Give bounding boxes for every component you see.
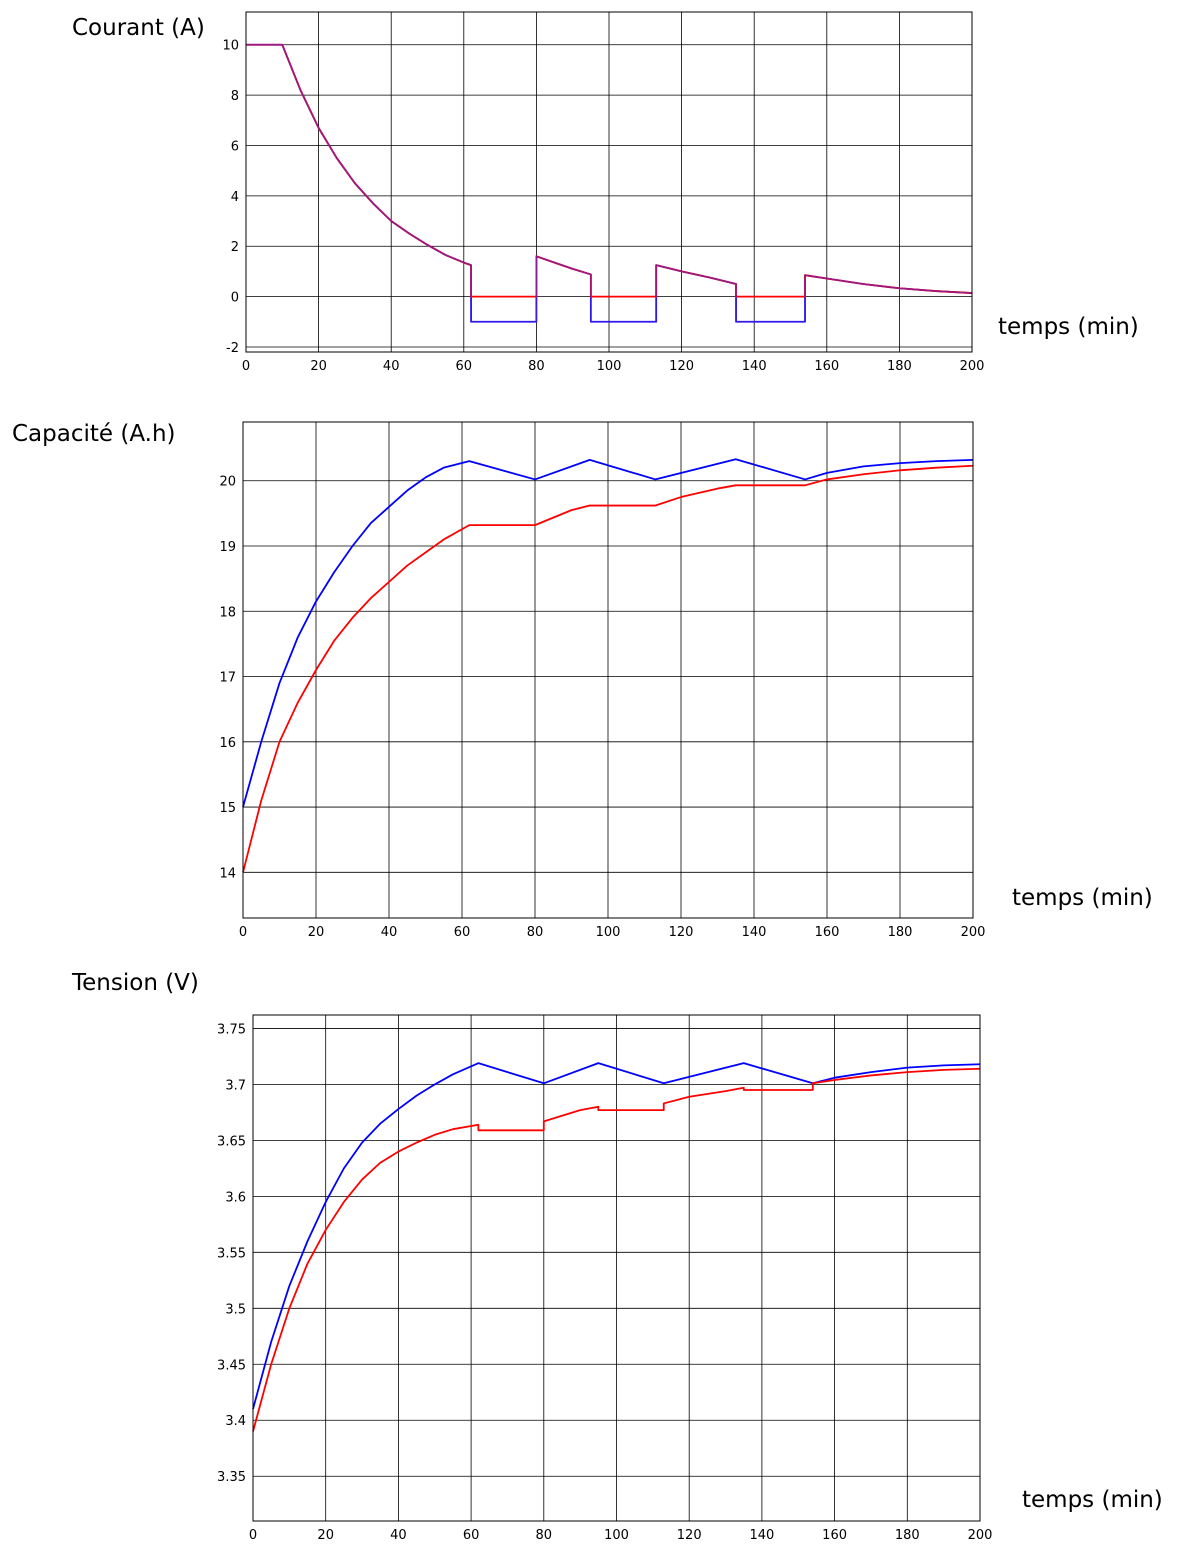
current-chart-xtick-label: 60 [456, 359, 473, 374]
voltage-chart-xtick-label: 80 [536, 1528, 553, 1543]
voltage-chart-ytick-label: 3.75 [217, 1022, 246, 1037]
voltage-chart-ytick-label: 3.5 [225, 1302, 246, 1317]
capacity-chart-xtick-label: 160 [815, 925, 840, 940]
current-chart-ytick-label: 2 [231, 240, 239, 255]
current-chart-xtick-label: 100 [597, 359, 622, 374]
current-chart-xtick-label: 20 [310, 359, 327, 374]
capacity-chart-frame [242, 421, 974, 919]
voltage-chart-ytick-label: 3.7 [225, 1078, 246, 1093]
current-chart-ytick-label: 4 [231, 190, 239, 205]
capacity-chart-xtick-label: 40 [381, 925, 398, 940]
voltage-chart-xlabel: temps (min) [1022, 1487, 1163, 1513]
voltage-chart-xtick-label: 140 [749, 1528, 774, 1543]
current-chart-xtick-label: 120 [669, 359, 694, 374]
voltage-chart-xtick-label: 60 [463, 1528, 480, 1543]
capacity-chart-xtick-label: 180 [888, 925, 913, 940]
current-chart-xtick-label: 140 [742, 359, 767, 374]
capacity-chart-ytick-label: 19 [219, 540, 236, 555]
voltage-chart-series-red-line [252, 1067, 981, 1432]
voltage-chart-series-blue-line [252, 1062, 981, 1410]
voltage-chart-xtick-label: 40 [390, 1528, 407, 1543]
capacity-chart-ytick-label: 15 [219, 801, 236, 816]
current-chart-xtick-label: 40 [383, 359, 400, 374]
voltage-chart-xtick-label: 120 [677, 1528, 702, 1543]
voltage-chart-ylabel: Tension (V) [71, 970, 199, 996]
capacity-chart-ytick-label: 20 [219, 475, 236, 490]
capacity-chart-series-red-line [242, 464, 974, 873]
capacity-chart-ytick-label: 17 [219, 671, 236, 686]
voltage-chart-xtick-label: 200 [968, 1528, 993, 1543]
capacity-chart-xtick-label: 100 [596, 925, 621, 940]
current-chart-xtick-label: 80 [528, 359, 545, 374]
capacity-chart-plot-area: 0 20 40 60 80 100 120 140 160 180 200 14 15 16 17 18 19 2… [219, 421, 986, 940]
current-chart-ytick-label: 10 [222, 39, 239, 54]
voltage-chart-plot-area: 0 20 40 60 80 100 120 140 160 180 200 3.35 3.4 3.45 3.… [217, 1014, 993, 1543]
capacity-chart-ytick-label: 14 [219, 866, 236, 881]
capacity-chart-ytick-label: 16 [219, 736, 236, 751]
voltage-chart-ytick-label: 3.6 [225, 1190, 246, 1205]
capacity-chart-xtick-label: 140 [742, 925, 767, 940]
voltage-chart-ytick-label: 3.35 [217, 1470, 246, 1485]
voltage-chart-ytick-label: 3.45 [217, 1358, 246, 1373]
voltage-chart-xtick-label: 180 [895, 1528, 920, 1543]
current-chart-ytick-label: -2 [226, 341, 239, 356]
capacity-chart: Capacité (A.h) temps (min) 0 20 40 60 80 100 1… [12, 421, 1153, 940]
voltage-chart-xtick-label: 0 [249, 1528, 257, 1543]
current-chart-frame [245, 11, 973, 353]
current-chart-series-overlap-line [246, 44, 973, 323]
capacity-chart-xtick-label: 60 [454, 925, 471, 940]
capacity-chart-xlabel: temps (min) [1012, 885, 1153, 911]
capacity-chart-ylabel: Capacité (A.h) [12, 421, 176, 447]
current-chart-ytick-label: 6 [231, 139, 239, 154]
capacity-chart-xtick-label: 20 [308, 925, 325, 940]
voltage-chart-ytick-label: 3.65 [217, 1134, 246, 1149]
current-chart-ylabel: Courant (A) [72, 15, 205, 41]
capacity-chart-ytick-label: 18 [219, 605, 236, 620]
current-chart-xtick-label: 160 [814, 359, 839, 374]
capacity-chart-xtick-label: 120 [669, 925, 694, 940]
voltage-chart-xtick-label: 100 [604, 1528, 629, 1543]
capacity-chart-series-blue-line [242, 458, 974, 808]
capacity-chart-xtick-label: 0 [239, 925, 247, 940]
current-chart-xtick-label: 180 [887, 359, 912, 374]
current-chart-xlabel: temps (min) [998, 314, 1139, 340]
current-chart-ytick-label: 0 [231, 291, 239, 306]
voltage-chart-xtick-label: 20 [317, 1528, 334, 1543]
current-chart: Courant (A) temps (min) 0 20 40 60 80 100 120 1… [72, 11, 1139, 374]
capacity-chart-xtick-label: 80 [527, 925, 544, 940]
voltage-chart-xtick-label: 160 [822, 1528, 847, 1543]
current-chart-xtick-label: 200 [960, 359, 985, 374]
voltage-chart: Tension (V) temps (min) 0 20 40 60 80 100 120 1… [71, 970, 1163, 1543]
voltage-chart-ytick-label: 3.55 [217, 1246, 246, 1261]
current-chart-xtick-label: 0 [242, 359, 250, 374]
capacity-chart-xtick-label: 200 [961, 925, 986, 940]
current-chart-ytick-label: 8 [231, 89, 239, 104]
voltage-chart-frame [252, 1014, 981, 1522]
voltage-chart-ytick-label: 3.4 [225, 1414, 246, 1429]
